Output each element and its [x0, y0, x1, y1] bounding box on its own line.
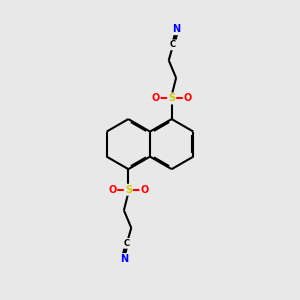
Text: S: S — [125, 185, 132, 195]
Text: O: O — [184, 94, 192, 103]
Text: S: S — [168, 94, 175, 103]
Text: C: C — [170, 40, 176, 50]
Text: N: N — [120, 254, 128, 264]
Text: O: O — [108, 185, 116, 195]
Text: C: C — [124, 239, 130, 248]
Text: O: O — [152, 94, 160, 103]
Text: N: N — [172, 24, 180, 34]
Text: O: O — [140, 185, 148, 195]
